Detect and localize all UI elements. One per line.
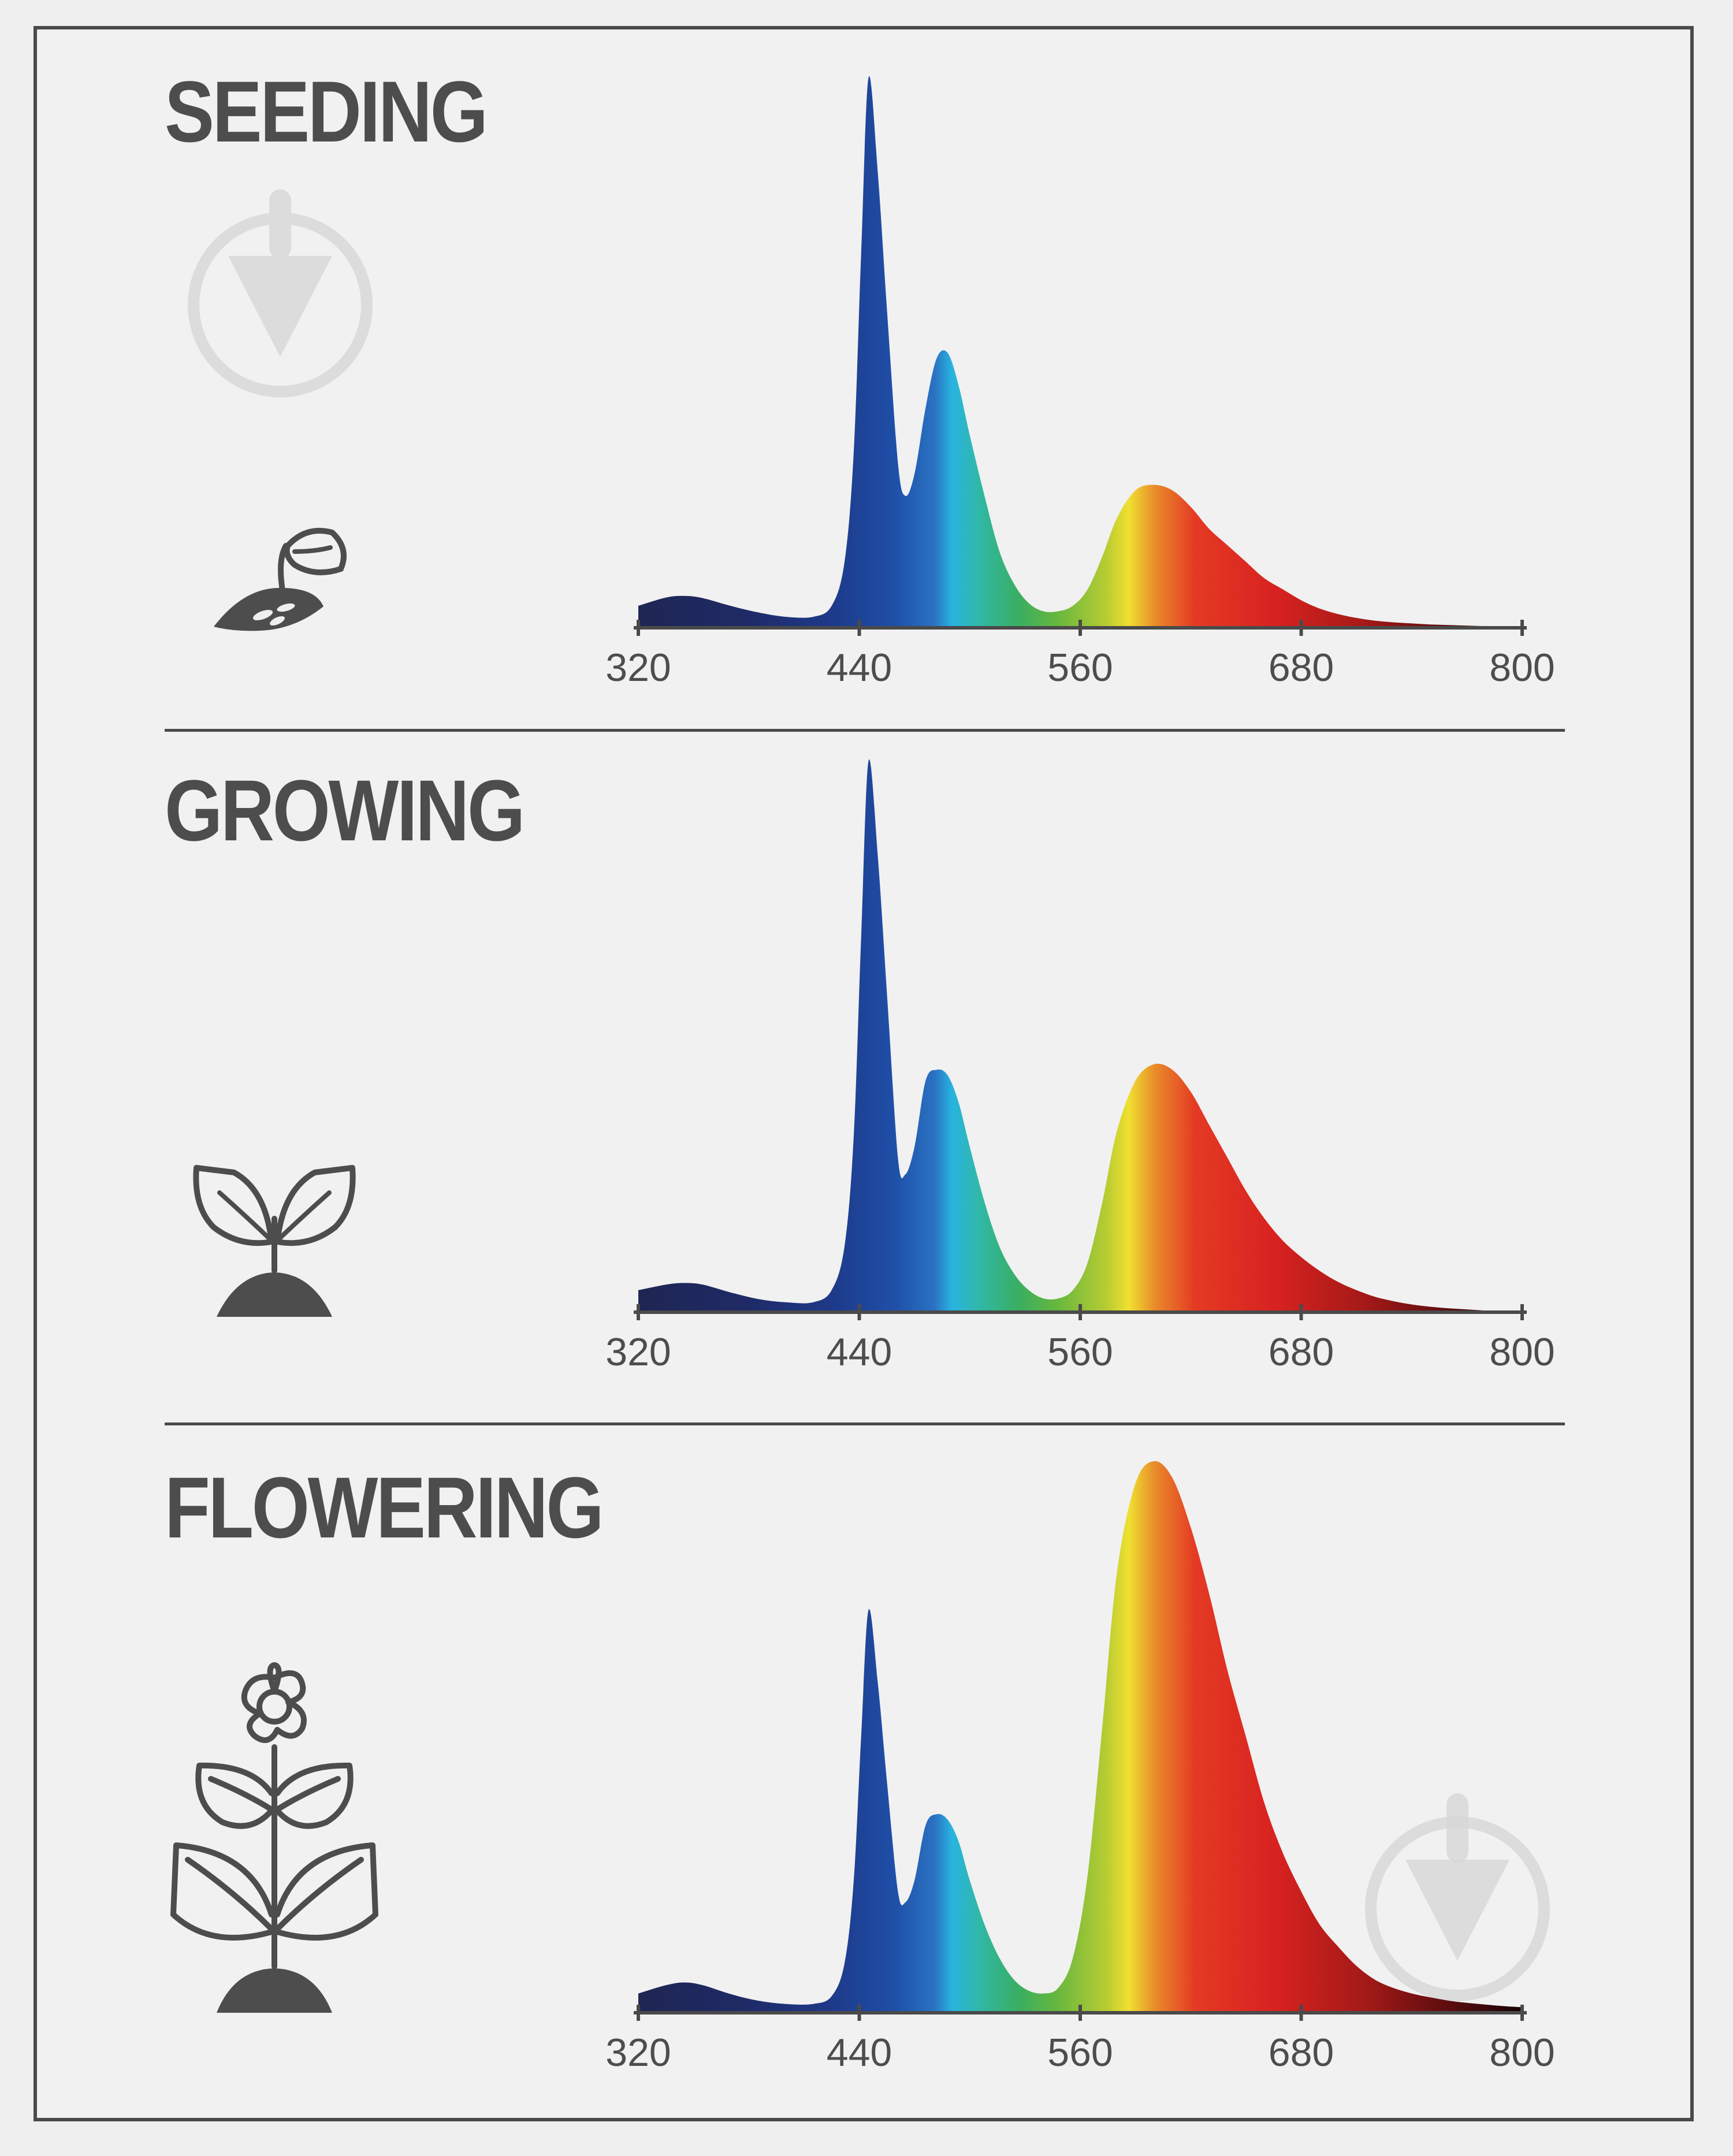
title-flowering: FLOWERING — [165, 1459, 604, 1556]
x-tick-label: 560 — [1047, 646, 1113, 690]
x-tick-label: 320 — [605, 1330, 671, 1374]
sprouting-seed-icon — [214, 528, 347, 631]
x-tick-label: 560 — [1047, 2031, 1113, 2075]
spectrum-area — [638, 759, 1522, 1312]
chart-flowering: 320 440 560 680 800 — [605, 1461, 1555, 2075]
x-tick-label: 800 — [1489, 2031, 1555, 2075]
spectrum-area — [638, 76, 1522, 628]
watermark-icon — [1365, 1793, 1550, 2001]
chart-seeding: 320 440 560 680 800 — [605, 76, 1555, 690]
x-tick-label: 440 — [827, 646, 892, 690]
x-tick-label: 680 — [1269, 646, 1334, 690]
flowering-plant-icon — [170, 1662, 378, 2013]
title-seeding: SEEDING — [165, 63, 488, 160]
title-growing: GROWING — [165, 762, 525, 859]
watermark-icon — [188, 189, 373, 397]
x-tick-label: 800 — [1489, 646, 1555, 690]
seedling-icon — [193, 1165, 356, 1317]
x-tick-label: 560 — [1047, 1330, 1113, 1374]
x-tick-label: 800 — [1489, 1330, 1555, 1374]
section-divider — [165, 1423, 1565, 1425]
x-tick-label: 440 — [827, 2031, 892, 2075]
x-tick-label: 320 — [605, 646, 671, 690]
x-tick-label: 440 — [827, 1330, 892, 1374]
x-tick-label: 680 — [1269, 2031, 1334, 2075]
spectrum-area — [638, 1461, 1522, 2013]
section-divider — [165, 729, 1565, 732]
x-tick-label: 320 — [605, 2031, 671, 2075]
x-tick-label: 680 — [1269, 1330, 1334, 1374]
chart-growing: 320 440 560 680 800 — [605, 759, 1555, 1374]
